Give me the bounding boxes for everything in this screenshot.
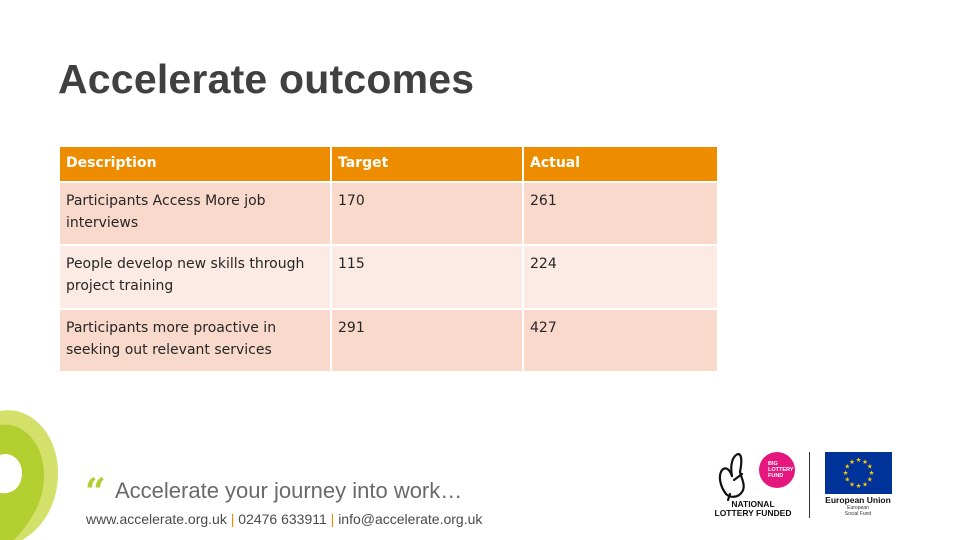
footer-tagline: Accelerate your journey into work…: [115, 478, 463, 503]
cell-target: 115: [330, 244, 524, 310]
eu-star-icon: ★: [862, 480, 868, 488]
eu-star-icon: ★: [849, 480, 855, 488]
cell-actual: 261: [522, 181, 719, 246]
eu-logo-label: European Union European Social Fund: [818, 495, 898, 517]
eu-star-icon: ★: [856, 482, 862, 490]
slide-title: Accelerate outcomes: [58, 56, 475, 102]
cell-description: Participants Access More job interviews: [58, 181, 332, 246]
table-row: Participants more proactive in seeking o…: [58, 308, 719, 373]
header-target: Target: [330, 145, 524, 183]
eu-fund-line2: Social Fund: [844, 511, 872, 517]
eu-star-icon: ★: [867, 463, 873, 471]
contact-separator: |: [230, 511, 235, 527]
cell-description: Participants more proactive in seeking o…: [58, 308, 332, 373]
lottery-label-line2: LOTTERY FUNDED: [714, 508, 792, 518]
eu-star-icon: ★: [844, 476, 850, 484]
footer-contact: www.accelerate.org.uk | 02476 633911 | i…: [86, 511, 482, 527]
lottery-badge-line3: FUND: [768, 473, 783, 479]
website-link[interactable]: www.accelerate.org.uk: [86, 511, 227, 527]
phone-number: 02476 633911: [238, 511, 327, 527]
eu-star-icon: ★: [856, 456, 862, 464]
eu-flag-icon: ★ ★★★★★★★★★★★: [825, 452, 892, 494]
cell-description: People develop new skills through projec…: [58, 244, 332, 310]
lottery-badge-line1: BIG: [768, 461, 778, 467]
table-row: Participants Access More job interviews …: [58, 181, 719, 246]
eu-fund-line1: European: [847, 505, 869, 511]
logo-divider: [809, 452, 810, 518]
eu-name: European Union: [825, 495, 891, 505]
eu-star-icon: ★: [867, 476, 873, 484]
table-row: People develop new skills through projec…: [58, 244, 719, 310]
cell-actual: 427: [522, 308, 719, 373]
eu-star-icon: ★: [862, 458, 868, 466]
brand-swoosh-icon: [0, 410, 58, 540]
outcomes-table: Description Target Actual Participants A…: [58, 145, 719, 373]
eu-star-icon: ★: [849, 458, 855, 466]
lottery-label-line1: NATIONAL: [731, 499, 775, 509]
cell-target: 291: [330, 308, 524, 373]
quote-mark-icon: “: [85, 471, 106, 513]
eu-star-icon: ★: [843, 469, 849, 477]
email-link[interactable]: info@accelerate.org.uk: [338, 511, 483, 527]
header-actual: Actual: [522, 145, 719, 183]
lottery-badge-line2: LOTTERY: [768, 467, 794, 473]
contact-separator: |: [330, 511, 335, 527]
lottery-hand-icon: BIG LOTTERY FUND: [718, 452, 795, 502]
cell-target: 170: [330, 181, 524, 246]
cell-actual: 224: [522, 244, 719, 310]
eu-star-icon: ★: [869, 469, 875, 477]
eu-star-icon: ★: [844, 463, 850, 471]
lottery-funded-label: NATIONAL LOTTERY FUNDED: [708, 500, 798, 518]
header-description: Description: [58, 145, 332, 183]
table-header-row: Description Target Actual: [58, 145, 719, 183]
